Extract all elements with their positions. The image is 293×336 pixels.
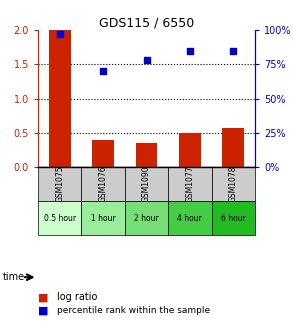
Point <box>101 69 105 74</box>
Bar <box>81 201 125 235</box>
Bar <box>49 30 71 167</box>
Point <box>188 48 192 53</box>
Bar <box>136 143 157 167</box>
Text: 2 hour: 2 hour <box>134 214 159 223</box>
Bar <box>212 167 255 201</box>
Point <box>231 48 236 53</box>
Text: time: time <box>3 272 25 282</box>
Bar <box>222 128 244 167</box>
Text: 4 hour: 4 hour <box>178 214 202 223</box>
Point <box>144 57 149 63</box>
Bar <box>92 139 114 167</box>
Bar <box>38 167 81 201</box>
Title: GDS115 / 6550: GDS115 / 6550 <box>99 16 194 29</box>
Bar <box>212 201 255 235</box>
Bar <box>168 167 212 201</box>
Text: GSM1075: GSM1075 <box>55 166 64 202</box>
Text: 0.5 hour: 0.5 hour <box>44 214 76 223</box>
Text: 1 hour: 1 hour <box>91 214 115 223</box>
Bar <box>125 201 168 235</box>
Text: log ratio: log ratio <box>57 292 98 302</box>
Bar <box>81 167 125 201</box>
Text: ■: ■ <box>38 292 49 302</box>
Text: ■: ■ <box>38 306 49 316</box>
Text: GSM1077: GSM1077 <box>185 166 194 202</box>
Point <box>57 32 62 37</box>
Text: GSM1090: GSM1090 <box>142 166 151 202</box>
Text: GSM1076: GSM1076 <box>99 166 108 202</box>
Bar <box>179 133 201 167</box>
Bar <box>125 167 168 201</box>
Text: percentile rank within the sample: percentile rank within the sample <box>57 306 210 315</box>
Text: 6 hour: 6 hour <box>221 214 246 223</box>
Bar <box>168 201 212 235</box>
Bar <box>38 201 81 235</box>
Text: GSM1078: GSM1078 <box>229 166 238 202</box>
